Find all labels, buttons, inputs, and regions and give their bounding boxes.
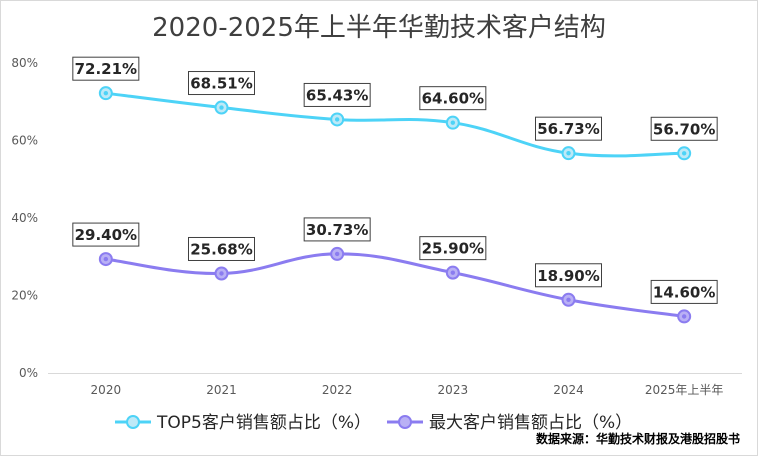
x-tick-label: 2024 — [553, 383, 584, 397]
data-point-core — [103, 90, 109, 96]
legend-item: TOP5客户销售额占比（%） — [115, 413, 371, 433]
x-tick-label: 2021 — [206, 383, 237, 397]
data-label: 14.60% — [653, 283, 715, 301]
x-tick-label: 2023 — [438, 383, 469, 397]
series-1: 29.40% 25.68% 30.73% 25.90% 18.90% 14.60% — [72, 217, 718, 324]
data-point-core — [450, 270, 456, 275]
x-axis: 2020 2021 2022 2023 2024 2025年上半年 — [48, 373, 742, 397]
data-point-core — [219, 105, 224, 110]
y-tick-label: 60% — [11, 134, 38, 148]
y-tick-label: 40% — [11, 211, 38, 225]
data-point-core — [334, 251, 340, 257]
series-group: 72.21% 68.51% 65.43% 64.60% 56.73% 56.70% 29.4… — [72, 56, 718, 324]
legend-label: 最大客户销售额占比（%） — [429, 413, 632, 433]
source-note: 数据来源：华勤技术财报及港股招股书 — [536, 431, 740, 446]
data-label: 64.60% — [422, 90, 484, 108]
series-line — [104, 252, 686, 318]
data-label-box — [535, 116, 602, 141]
data-point-core — [681, 314, 687, 319]
data-label: 56.70% — [653, 120, 715, 138]
data-label: 68.51% — [190, 75, 252, 93]
legend-item: 最大客户销售额占比（%） — [387, 413, 632, 433]
legend-marker — [126, 415, 140, 429]
data-label-box — [303, 217, 371, 242]
data-point-core — [566, 150, 571, 156]
data-label: 18.90% — [537, 267, 599, 285]
y-tick-label: 80% — [11, 56, 38, 70]
chart-title: 2020-2025年上半年华勤技术客户结构 — [152, 13, 606, 43]
data-label-box — [535, 263, 602, 288]
x-tick-label: 2020 — [91, 383, 122, 397]
data-label-box — [303, 82, 371, 107]
data-label-box — [72, 222, 140, 247]
data-label-box — [188, 71, 255, 96]
x-tick-label: 2025年上半年 — [645, 383, 724, 397]
data-label-box — [72, 56, 140, 81]
data-label-box — [650, 279, 718, 304]
data-label-box — [419, 86, 487, 111]
data-point-core — [219, 271, 224, 276]
series-line — [104, 91, 686, 158]
data-label: 72.21% — [75, 60, 137, 78]
data-label-box — [188, 236, 255, 261]
legend-marker — [398, 415, 412, 429]
data-label: 25.90% — [422, 240, 484, 258]
data-label: 56.73% — [537, 120, 599, 138]
legend-label: TOP5客户销售额占比（%） — [156, 413, 371, 433]
data-label-box — [419, 236, 487, 261]
data-point-core — [450, 120, 456, 125]
data-label: 65.43% — [306, 86, 368, 104]
data-point-core — [681, 151, 687, 156]
data-label: 29.40% — [75, 226, 137, 244]
data-point-core — [103, 256, 109, 262]
data-point-core — [334, 117, 340, 122]
data-label: 30.73% — [306, 221, 368, 239]
data-label-box — [650, 116, 718, 141]
y-axis: 0% 20% 40% 60% 80% — [11, 56, 38, 380]
data-point-core — [566, 297, 571, 302]
y-tick-label: 20% — [11, 289, 38, 303]
legend: TOP5客户销售额占比（%） 最大客户销售额占比（%） — [115, 413, 632, 433]
data-label: 25.68% — [190, 240, 252, 258]
series-0: 72.21% 68.51% 65.43% 64.60% 56.73% 56.70% — [72, 56, 718, 161]
y-tick-label: 0% — [19, 366, 38, 380]
x-tick-label: 2022 — [322, 383, 353, 397]
